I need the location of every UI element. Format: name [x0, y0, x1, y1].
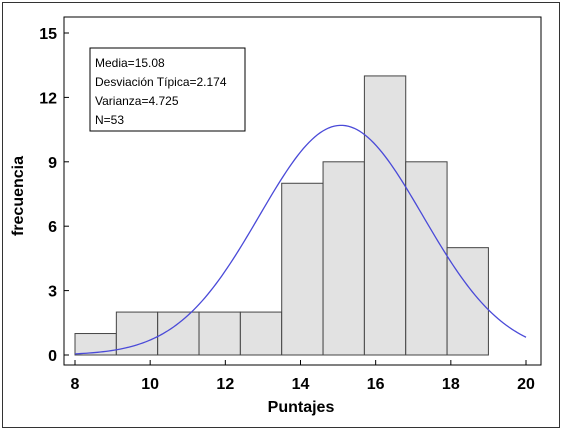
stats-box-frame [89, 47, 246, 132]
x-tick-label: 18 [442, 376, 460, 393]
y-tick-label: 6 [48, 219, 57, 236]
x-tick-label: 14 [292, 376, 310, 393]
x-tick-label: 12 [216, 376, 234, 393]
y-tick-label: 0 [48, 348, 57, 365]
normal-curve-line [74, 124, 527, 355]
curve-layer [74, 124, 527, 355]
histogram-bar [446, 247, 489, 356]
y-tick-label: 12 [39, 90, 57, 107]
stats-line-mean: Media=15.08 [95, 56, 165, 70]
y-axis: 0 3 6 9 12 15 [39, 26, 69, 365]
stats-line-variance: Varianza=4.725 [95, 94, 179, 108]
histogram-bar [74, 333, 117, 356]
histogram-bar [198, 311, 241, 356]
x-axis-title: Puntajes [268, 399, 335, 416]
y-tick-label: 15 [39, 26, 57, 43]
stats-line-sd: Desviación Típica=2.174 [95, 75, 227, 89]
stats-legend-box: Media=15.08 Desviación Típica=2.174 Vari… [89, 47, 246, 132]
histogram-bar [322, 161, 365, 356]
x-axis: 8 10 12 14 16 18 20 [71, 360, 535, 393]
bars-layer [74, 75, 489, 356]
y-tick-label: 9 [48, 155, 57, 172]
x-tick-label: 8 [71, 376, 80, 393]
histogram-bar [363, 75, 407, 356]
histogram-bar [405, 161, 448, 356]
stats-line-n: N=53 [95, 113, 124, 127]
y-tick-label: 3 [48, 284, 57, 301]
x-tick-label: 20 [517, 376, 535, 393]
x-tick-label: 16 [367, 376, 385, 393]
x-tick-label: 10 [141, 376, 159, 393]
histogram-bar [239, 311, 283, 356]
histogram-bar [281, 182, 324, 356]
histogram-bar [157, 311, 200, 356]
y-axis-title: frecuencia [10, 156, 27, 236]
plot-area [63, 16, 542, 366]
